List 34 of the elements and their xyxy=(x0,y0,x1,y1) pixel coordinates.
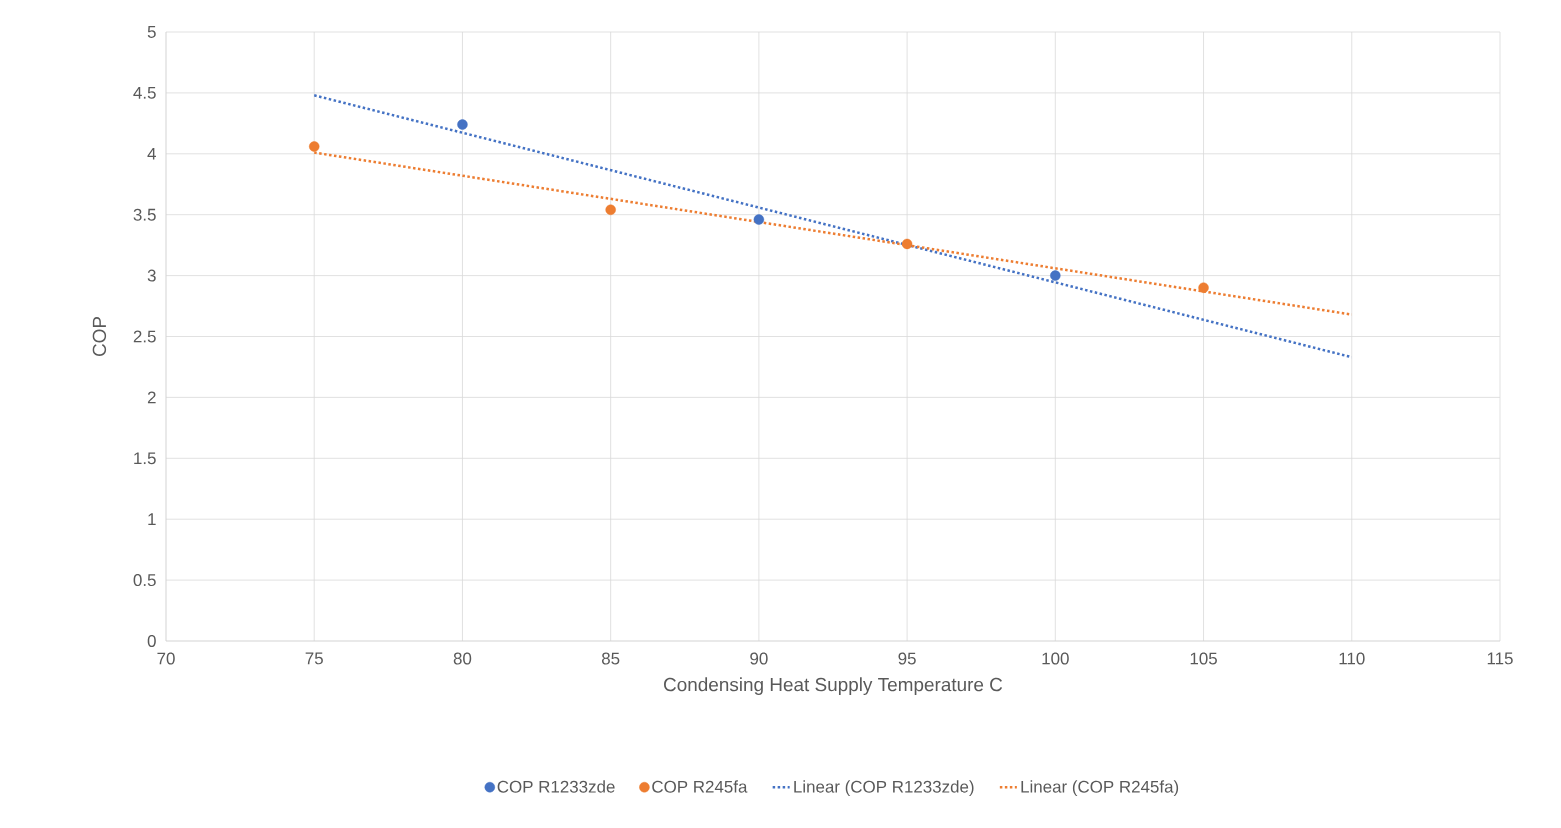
y-axis-title: COP xyxy=(92,316,107,357)
legend-label: Linear (COP R1233zde) xyxy=(794,780,974,797)
point xyxy=(753,214,765,225)
x-tick-label: 85 xyxy=(601,652,620,665)
x-tick-label: 115 xyxy=(1487,652,1513,665)
y-tick-label: 0 xyxy=(147,635,156,647)
legend-label: Linear (COP R245fa) xyxy=(1021,780,1179,797)
x-tick-label: 95 xyxy=(898,652,916,665)
y-tick-label: 3.5 xyxy=(133,208,156,221)
x-axis-title: Condensing Heat Supply Temperature C xyxy=(664,677,1003,695)
y-tick-label: 2.5 xyxy=(133,330,156,343)
point xyxy=(309,141,320,152)
y-tick-label: 4.5 xyxy=(133,86,156,99)
y-tick-label: 1 xyxy=(148,513,156,526)
x-tick-label: 70 xyxy=(157,652,175,665)
y-tick-label: 2 xyxy=(147,391,156,404)
y-tick-label: 1.5 xyxy=(134,452,156,465)
point xyxy=(1050,270,1061,281)
x-tick-label: 90 xyxy=(750,652,768,665)
y-tick-label: 3 xyxy=(147,269,156,282)
x-tick-label: 105 xyxy=(1190,652,1217,665)
y-tick-label: 5 xyxy=(147,26,156,38)
x-tick-label: 110 xyxy=(1339,652,1365,665)
point xyxy=(605,204,616,216)
y-tick-label: 0.5 xyxy=(133,574,156,587)
x-tick-label: 75 xyxy=(305,652,323,665)
y-tick-label: 4 xyxy=(147,147,156,160)
legend-label: COP R245fa xyxy=(652,780,748,793)
point xyxy=(901,238,913,250)
x-tick-label: 80 xyxy=(453,652,472,665)
legend-label: COP R1233zde xyxy=(497,780,615,793)
x-tick-label: 100 xyxy=(1042,652,1069,665)
point xyxy=(1198,282,1209,293)
point xyxy=(457,119,468,130)
